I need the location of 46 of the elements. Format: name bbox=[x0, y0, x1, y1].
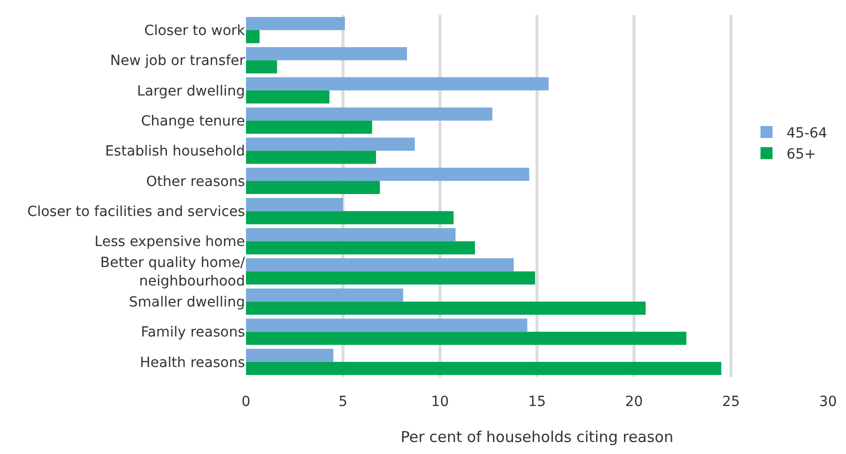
bar bbox=[246, 90, 330, 104]
x-tick-label: 15 bbox=[528, 394, 546, 410]
bar bbox=[246, 241, 475, 254]
bar bbox=[246, 198, 343, 212]
x-tick-label: 25 bbox=[722, 394, 740, 410]
x-axis-title: Per cent of households citing reason bbox=[400, 428, 674, 446]
bar bbox=[246, 107, 492, 121]
bar bbox=[246, 168, 530, 181]
x-tick-label: 5 bbox=[338, 394, 348, 410]
bar bbox=[246, 77, 549, 90]
x-tick-label: 30 bbox=[819, 394, 837, 410]
x-tick-label: 20 bbox=[625, 394, 643, 410]
bar bbox=[246, 180, 380, 194]
bar bbox=[246, 332, 686, 345]
y-tick-label: New job or transfer bbox=[110, 53, 246, 70]
bar bbox=[246, 120, 372, 134]
bar bbox=[246, 60, 278, 74]
bar bbox=[246, 302, 646, 315]
y-tick-label: Better quality home/ neighbourhood bbox=[100, 255, 246, 290]
y-tick-label: Larger dwelling bbox=[137, 83, 245, 100]
bar bbox=[246, 318, 528, 332]
bar bbox=[246, 47, 408, 60]
bar bbox=[246, 211, 454, 224]
y-tick-label: Health reasons bbox=[140, 354, 245, 371]
y-tick-label: Other reasons bbox=[146, 174, 245, 190]
bar bbox=[246, 288, 404, 302]
bar bbox=[246, 258, 514, 272]
y-tick-label: Less expensive home bbox=[94, 234, 245, 250]
bar bbox=[246, 138, 415, 151]
x-tick-label: 10 bbox=[431, 394, 449, 410]
legend-label: 65+ bbox=[786, 146, 816, 163]
y-tick-label: Closer to work bbox=[144, 22, 246, 39]
x-tick-label: 0 bbox=[242, 394, 250, 410]
bar bbox=[246, 30, 260, 44]
y-tick-label: Change tenure bbox=[141, 113, 245, 130]
bar bbox=[246, 16, 345, 30]
bar bbox=[246, 271, 536, 285]
legend-label: 45-64 bbox=[786, 125, 828, 142]
y-tick-label: Establish household bbox=[105, 144, 245, 160]
bar bbox=[246, 228, 456, 242]
y-tick-label: Smaller dwelling bbox=[128, 294, 245, 310]
y-tick-label: Family reasons bbox=[140, 324, 245, 341]
bar bbox=[246, 362, 722, 376]
y-tick-label: Closer to facilities and services bbox=[27, 204, 245, 220]
bar bbox=[246, 348, 334, 362]
bar bbox=[246, 150, 376, 164]
